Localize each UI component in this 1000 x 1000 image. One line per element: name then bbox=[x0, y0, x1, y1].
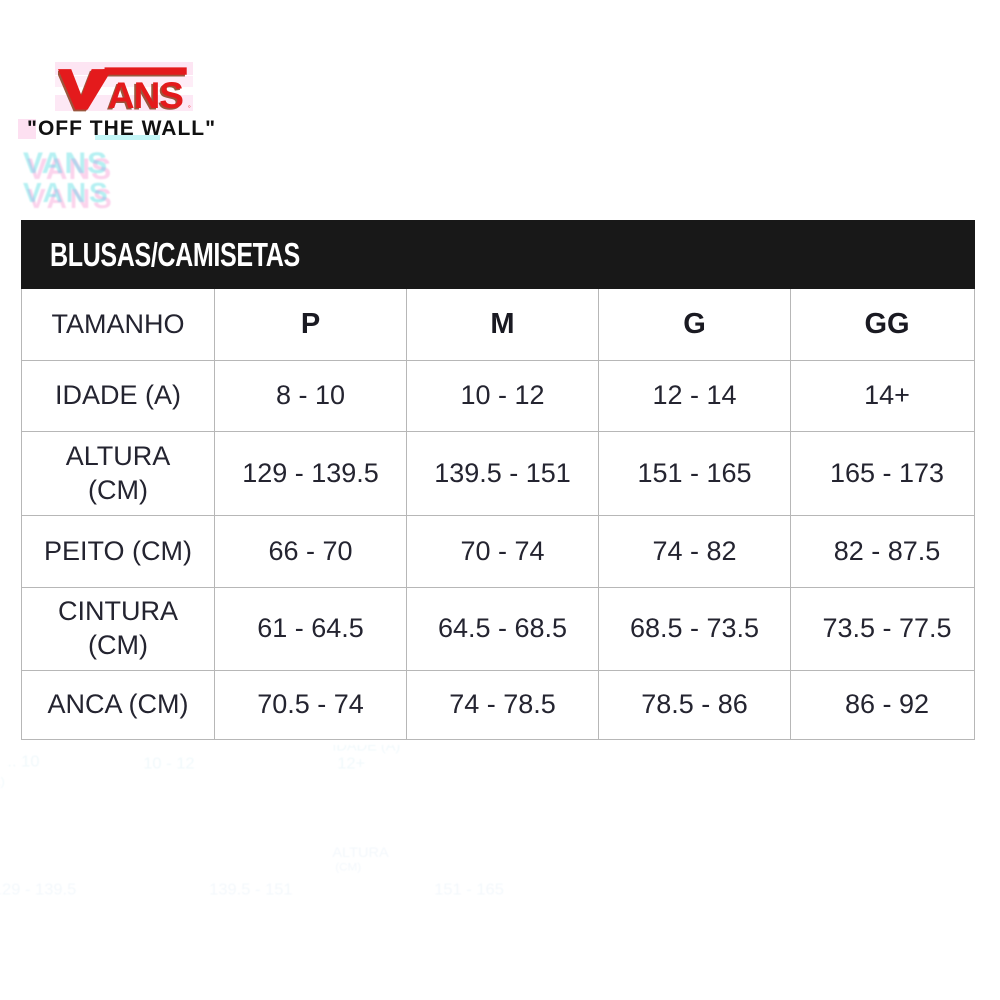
svg-text:ANS: ANS bbox=[108, 74, 183, 113]
